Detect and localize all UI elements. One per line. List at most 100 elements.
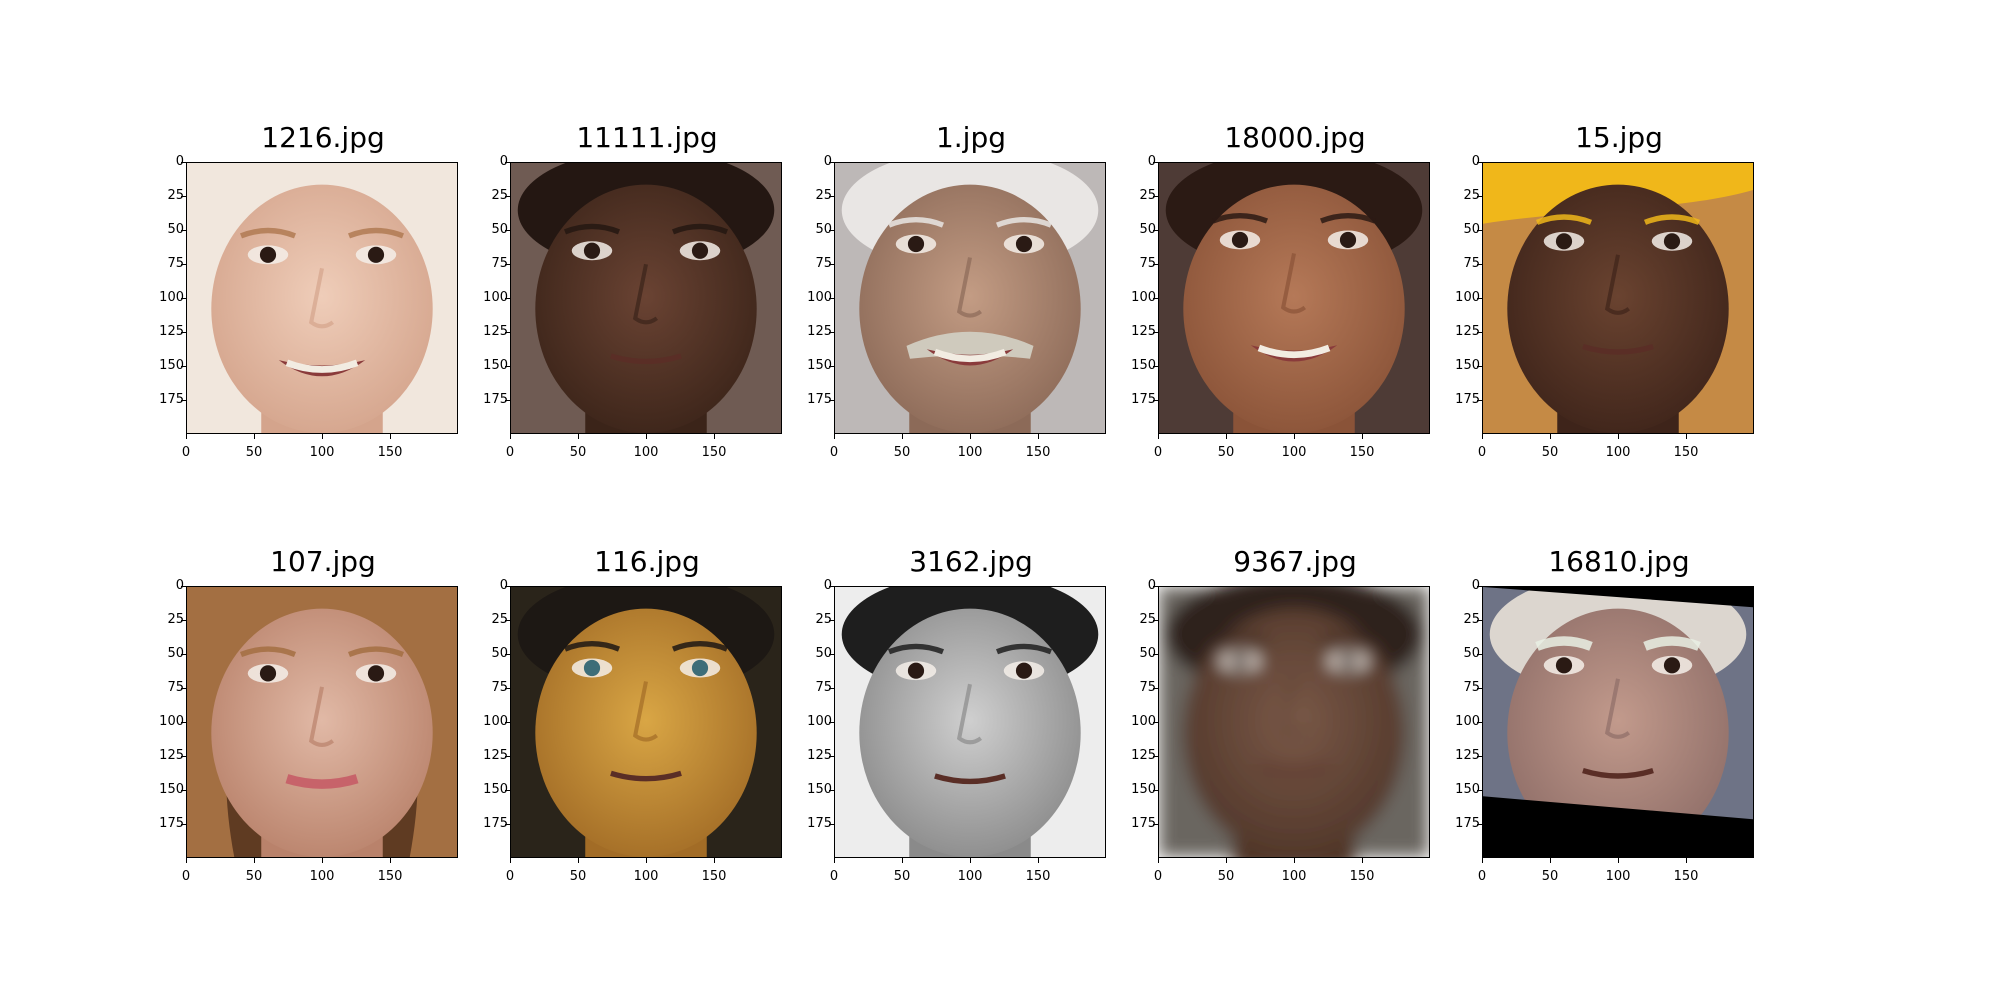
nose (1604, 678, 1631, 739)
x-tick-mark (970, 858, 972, 863)
y-tick-mark (1477, 196, 1482, 198)
y-tick-label: 75 (167, 680, 184, 695)
y-tick-mark (505, 162, 510, 164)
y-tick-label: 0 (1147, 154, 1156, 169)
y-tick-label: 75 (1463, 256, 1480, 271)
x-tick-label: 100 (1281, 869, 1307, 884)
face-photo-content (187, 163, 457, 433)
y-tick-mark (181, 824, 186, 826)
face (211, 184, 433, 433)
x-tick-label: 150 (1673, 869, 1699, 884)
y-tick-mark (829, 824, 834, 826)
y-tick-label: 50 (1463, 222, 1480, 237)
y-tick-mark (1153, 196, 1158, 198)
right-eyebrow (995, 217, 1053, 228)
y-tick-mark (505, 824, 510, 826)
mustache (906, 331, 1034, 359)
face-photo (1483, 587, 1753, 857)
subplot-panel: 15.jpg 0 25 50 75 100 125 150 175 0 50 100 150 (1416, 118, 1836, 478)
y-tick-label: 50 (167, 646, 184, 661)
y-tick-label: 25 (1139, 612, 1156, 627)
y-tick-label: 50 (1139, 646, 1156, 661)
y-tick-label: 150 (807, 782, 832, 797)
image-axes (1158, 586, 1430, 858)
left-eyebrow (887, 217, 945, 228)
x-tick-mark (834, 858, 836, 863)
subplot-title: 3162.jpg (909, 545, 1033, 578)
x-tick-label: 100 (309, 869, 335, 884)
x-tick-mark (1550, 858, 1552, 863)
y-tick-label: 75 (815, 256, 832, 271)
teeth (933, 348, 1007, 363)
y-tick-mark (1153, 790, 1158, 792)
y-tick-mark (181, 586, 186, 588)
y-tick-label: 25 (167, 188, 184, 203)
y-tick-label: 175 (1455, 392, 1480, 407)
x-tick-label: 100 (633, 445, 659, 460)
right-eyebrow (995, 643, 1053, 655)
left-iris (1231, 231, 1249, 249)
y-tick-label: 150 (1131, 782, 1156, 797)
x-tick-label: 150 (701, 445, 727, 460)
right-iris (1015, 235, 1033, 253)
x-tick-mark (902, 434, 904, 439)
x-tick-label: 100 (633, 869, 659, 884)
subplot-panel: 116.jpg 0 25 50 75 100 125 150 175 0 50 100 150 (444, 542, 864, 902)
y-tick-mark (181, 230, 186, 232)
y-tick-label: 25 (167, 612, 184, 627)
y-tick-mark (505, 654, 510, 656)
left-eyebrow (1535, 636, 1593, 651)
y-tick-mark (1477, 586, 1482, 588)
y-tick-mark (829, 230, 834, 232)
y-tick-label: 50 (491, 222, 508, 237)
mouth (1582, 344, 1654, 355)
y-tick-mark (1153, 688, 1158, 690)
face-photo (1159, 587, 1429, 857)
left-iris (907, 662, 925, 679)
y-tick-label: 75 (1463, 680, 1480, 695)
y-tick-mark (1477, 264, 1482, 266)
face-photo-content (511, 163, 781, 433)
image-axes (1158, 162, 1430, 434)
face-photo (835, 163, 1105, 433)
x-tick-mark (970, 434, 972, 439)
x-tick-mark (646, 434, 648, 439)
y-tick-label: 25 (1463, 612, 1480, 627)
x-tick-mark (578, 858, 580, 863)
x-tick-label: 150 (1673, 445, 1699, 460)
mouth (1582, 768, 1654, 779)
y-tick-label: 175 (483, 816, 508, 831)
x-tick-label: 100 (1605, 445, 1631, 460)
x-tick-mark (1038, 434, 1040, 439)
nose (1604, 254, 1631, 315)
x-tick-mark (1362, 858, 1364, 863)
x-tick-mark (1686, 858, 1688, 863)
right-eyebrow (1319, 212, 1377, 224)
subplot-title: 1216.jpg (261, 121, 385, 154)
x-tick-label: 50 (893, 869, 911, 884)
y-tick-label: 125 (807, 748, 832, 763)
y-tick-label: 50 (815, 646, 832, 661)
x-tick-mark (1038, 858, 1040, 863)
black-border-top (1483, 587, 1753, 608)
y-tick-mark (1477, 230, 1482, 232)
x-tick-mark (510, 434, 512, 439)
x-tick-label: 100 (1605, 869, 1631, 884)
right-iris (1663, 657, 1681, 674)
y-tick-mark (1153, 162, 1158, 164)
y-tick-label: 150 (159, 782, 184, 797)
x-tick-mark (1550, 434, 1552, 439)
subplot-panel: 3162.jpg 0 25 50 75 100 125 150 175 0 50 100 150 (768, 542, 1188, 902)
x-tick-mark (1294, 434, 1296, 439)
y-tick-mark (505, 722, 510, 724)
y-tick-mark (181, 298, 186, 300)
y-tick-label: 0 (1471, 578, 1480, 593)
y-tick-mark (1153, 586, 1158, 588)
x-tick-label: 150 (701, 869, 727, 884)
y-tick-label: 50 (815, 222, 832, 237)
right-eyebrow (1643, 636, 1701, 651)
y-tick-mark (181, 654, 186, 656)
y-tick-mark (505, 688, 510, 690)
y-tick-mark (1477, 366, 1482, 368)
y-tick-label: 125 (1131, 324, 1156, 339)
